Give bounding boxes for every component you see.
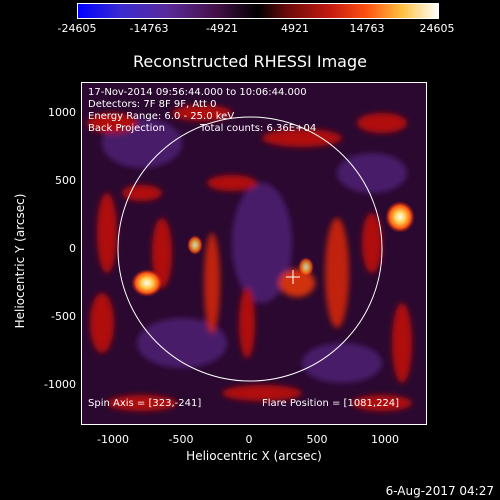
y-tick-label: -1000 bbox=[44, 378, 76, 391]
image-title: Reconstructed RHESSI Image bbox=[133, 52, 367, 71]
spin-axis-marker bbox=[286, 270, 300, 284]
colorbar-tick: -24605 bbox=[57, 22, 97, 35]
rhessi-image-plot: 17-Nov-2014 09:56:44.000 to 10:06:44.000… bbox=[81, 82, 427, 425]
energy-range-text: Energy Range: 6.0 - 25.0 keV bbox=[88, 111, 235, 122]
y-tick-label: 1000 bbox=[48, 106, 76, 119]
y-tick-label: 500 bbox=[55, 174, 76, 187]
image-blobs bbox=[87, 105, 412, 411]
x-tick-label: 500 bbox=[306, 433, 328, 446]
colorbar-tick: -4921 bbox=[206, 22, 238, 35]
detectors-text: Detectors: 7F 8F 9F, Att 0 bbox=[88, 99, 217, 110]
rhessi-image bbox=[87, 105, 415, 411]
colorbar-tick: -14763 bbox=[129, 22, 169, 35]
bright-source bbox=[385, 201, 415, 233]
x-tick-label: 0 bbox=[245, 433, 253, 446]
spin-axis-text: Spin Axis = [323,-241] bbox=[88, 398, 202, 409]
y-axis-label: Heliocentric Y (arcsec) bbox=[13, 193, 27, 329]
time-range-text: 17-Nov-2014 09:56:44.000 to 10:06:44.000 bbox=[88, 87, 307, 98]
total-counts-text: Total counts: 6.36E+04 bbox=[200, 123, 317, 134]
bright-source bbox=[187, 235, 203, 255]
footer-date: 6-Aug-2017 04:27 bbox=[385, 484, 494, 498]
bright-source bbox=[131, 269, 163, 297]
bright-source bbox=[298, 257, 314, 277]
colorbar-tick: 4921 bbox=[281, 22, 309, 35]
x-tick-label: 1000 bbox=[371, 433, 399, 446]
y-tick-label: 0 bbox=[69, 242, 76, 255]
colorbar-tick: 14763 bbox=[349, 22, 385, 35]
x-tick-label: -1000 bbox=[97, 433, 129, 446]
method-text: Back Projection bbox=[88, 123, 165, 134]
solar-limb bbox=[117, 116, 383, 382]
x-axis-label: Heliocentric X (arcsec) bbox=[186, 449, 322, 463]
flare-position-text: Flare Position = [1081,224] bbox=[262, 398, 400, 409]
colorbar bbox=[77, 3, 439, 19]
y-tick-label: -500 bbox=[51, 310, 76, 323]
colorbar-tick: 24605 bbox=[419, 22, 455, 35]
x-tick-label: -500 bbox=[168, 433, 194, 446]
